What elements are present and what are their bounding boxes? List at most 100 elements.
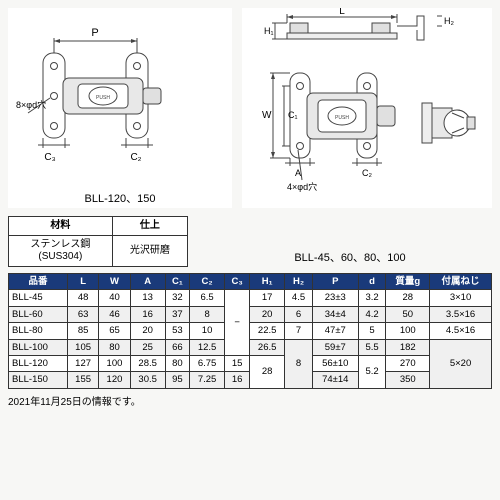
hdr-c1: C₁ (165, 274, 189, 290)
cell: 16 (225, 372, 250, 388)
cell: BLL-60 (9, 306, 68, 322)
cell: 37 (165, 306, 189, 322)
mat-hdr-material: 材料 (9, 217, 113, 236)
cell: 10 (190, 323, 225, 339)
cell: 5.2 (358, 355, 386, 388)
dim-p: P (91, 27, 98, 39)
hdr-a: A (130, 274, 165, 290)
cell: 7 (285, 323, 313, 339)
table-row: BLL-60 63 46 16 37 8 20 6 34±4 4.2 50 3.… (9, 306, 492, 322)
cell: 350 (386, 372, 430, 388)
dim-l: L (339, 8, 345, 17)
cell: 4.5 (285, 290, 313, 306)
table-row: BLL-100 105 80 25 66 12.5 26.5 8 59±7 5.… (9, 339, 492, 355)
mat-cell-finish: 光沢研磨 (112, 236, 187, 267)
label-holes-left: 8×φd穴 (16, 99, 46, 110)
cell: 28.5 (130, 355, 165, 371)
cell: 8 (285, 339, 313, 388)
cell: 56±10 (312, 355, 358, 371)
label-holes-right: 4×φd穴 (287, 181, 317, 192)
cell: 17 (250, 290, 285, 306)
cell: 34±4 (312, 306, 358, 322)
cell: 3.5×16 (430, 306, 492, 322)
cell: 40 (99, 290, 130, 306)
dim-c1: C₁ (288, 110, 298, 120)
table-row: BLL-120 127 100 28.5 80 6.75 15 28 56±10… (9, 355, 492, 371)
cell: BLL-120 (9, 355, 68, 371)
cell: 28 (386, 290, 430, 306)
dim-h1: H₁ (264, 26, 274, 36)
cell: 105 (67, 339, 98, 355)
dim-c3: C₃ (44, 152, 55, 163)
cell: 182 (386, 339, 430, 355)
cell: 30.5 (130, 372, 165, 388)
caption-right: BLL-45、60、80、100 (208, 249, 492, 265)
cell: 5×20 (430, 339, 492, 388)
cell: 12.5 (190, 339, 225, 355)
spec-header-row: 品番 L W A C₁ C₂ C₃ H₁ H₂ P d 質量g 付属ねじ (9, 274, 492, 290)
hdr-d: d (358, 274, 386, 290)
caption-left: BLL-120、150 (8, 190, 232, 206)
cell: 270 (386, 355, 430, 371)
cell: − (225, 290, 250, 356)
cell: BLL-100 (9, 339, 68, 355)
cell: 3.2 (358, 290, 386, 306)
hdr-c2: C₂ (190, 274, 225, 290)
cell: 15 (225, 355, 250, 371)
cell: BLL-80 (9, 323, 68, 339)
hdr-c3: C₃ (225, 274, 250, 290)
cell: 80 (99, 339, 130, 355)
cell: BLL-45 (9, 290, 68, 306)
dim-c2-left: C₂ (130, 152, 141, 163)
cell: 13 (130, 290, 165, 306)
hdr-h2: H₂ (285, 274, 313, 290)
cell: 95 (165, 372, 189, 388)
cell: 5.5 (358, 339, 386, 355)
cell: 66 (165, 339, 189, 355)
cell: 100 (386, 323, 430, 339)
cell: 127 (67, 355, 98, 371)
svg-text:PUSH: PUSH (335, 115, 349, 121)
diagram-right: PUSH (242, 8, 492, 208)
diagram-left: PUSH P 8×φd穴 (8, 8, 232, 208)
mat-hdr-finish: 仕上 (112, 217, 187, 236)
hdr-p: P (312, 274, 358, 290)
cell: 53 (165, 323, 189, 339)
cell: 4.2 (358, 306, 386, 322)
cell: BLL-150 (9, 372, 68, 388)
dim-w: W (262, 110, 272, 121)
cell: 100 (99, 355, 130, 371)
cell: 48 (67, 290, 98, 306)
footer-note: 2021年11月25日の情報です。 (8, 393, 492, 408)
cell: 65 (99, 323, 130, 339)
spec-table: 品番 L W A C₁ C₂ C₃ H₁ H₂ P d 質量g 付属ねじ BLL… (8, 273, 492, 389)
svg-text:PUSH: PUSH (96, 95, 110, 101)
cell: 32 (165, 290, 189, 306)
cell: 63 (67, 306, 98, 322)
diagram-area: PUSH P 8×φd穴 (8, 8, 492, 208)
cell: 7.25 (190, 372, 225, 388)
cell: 47±7 (312, 323, 358, 339)
hdr-mass: 質量g (386, 274, 430, 290)
cell: 22.5 (250, 323, 285, 339)
cell: 8 (190, 306, 225, 322)
cell: 5 (358, 323, 386, 339)
cell: 6 (285, 306, 313, 322)
material-table: 材料 仕上 ステンレス鋼 (SUS304) 光沢研磨 (8, 216, 188, 267)
cell: 3×10 (430, 290, 492, 306)
cell: 59±7 (312, 339, 358, 355)
cell: 23±3 (312, 290, 358, 306)
cell: 46 (99, 306, 130, 322)
cell: 20 (250, 306, 285, 322)
hdr-screw: 付属ねじ (430, 274, 492, 290)
cell: 26.5 (250, 339, 285, 355)
mat-cell-material: ステンレス鋼 (SUS304) (9, 236, 113, 267)
dim-a: A (295, 168, 301, 178)
cell: 80 (165, 355, 189, 371)
hdr-pn: 品番 (9, 274, 68, 290)
cell: 155 (67, 372, 98, 388)
table-row: BLL-80 85 65 20 53 10 22.5 7 47±7 5 100 … (9, 323, 492, 339)
dim-h2: H₂ (444, 16, 454, 26)
cell: 6.5 (190, 290, 225, 306)
cell: 85 (67, 323, 98, 339)
